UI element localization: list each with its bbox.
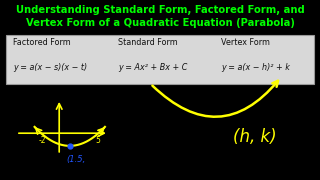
Text: y = a(x − s)(x − t): y = a(x − s)(x − t) xyxy=(13,63,87,72)
Text: Vertex Form of a Quadratic Equation (Parabola): Vertex Form of a Quadratic Equation (Par… xyxy=(26,17,294,28)
Text: -2: -2 xyxy=(39,136,46,145)
Text: Standard Form: Standard Form xyxy=(118,38,178,47)
Text: (1.5,: (1.5, xyxy=(67,155,86,164)
FancyBboxPatch shape xyxy=(6,35,314,84)
Text: Vertex Form: Vertex Form xyxy=(221,38,270,47)
Text: y = a(x − h)² + k: y = a(x − h)² + k xyxy=(221,63,290,72)
Text: y = Ax² + Bx + C: y = Ax² + Bx + C xyxy=(118,63,188,72)
Text: Factored Form: Factored Form xyxy=(13,38,70,47)
Text: 5: 5 xyxy=(95,136,100,145)
Text: (h, k): (h, k) xyxy=(233,128,276,146)
Text: Understanding Standard Form, Factored Form, and: Understanding Standard Form, Factored Fo… xyxy=(16,5,304,15)
FancyArrowPatch shape xyxy=(152,81,278,117)
